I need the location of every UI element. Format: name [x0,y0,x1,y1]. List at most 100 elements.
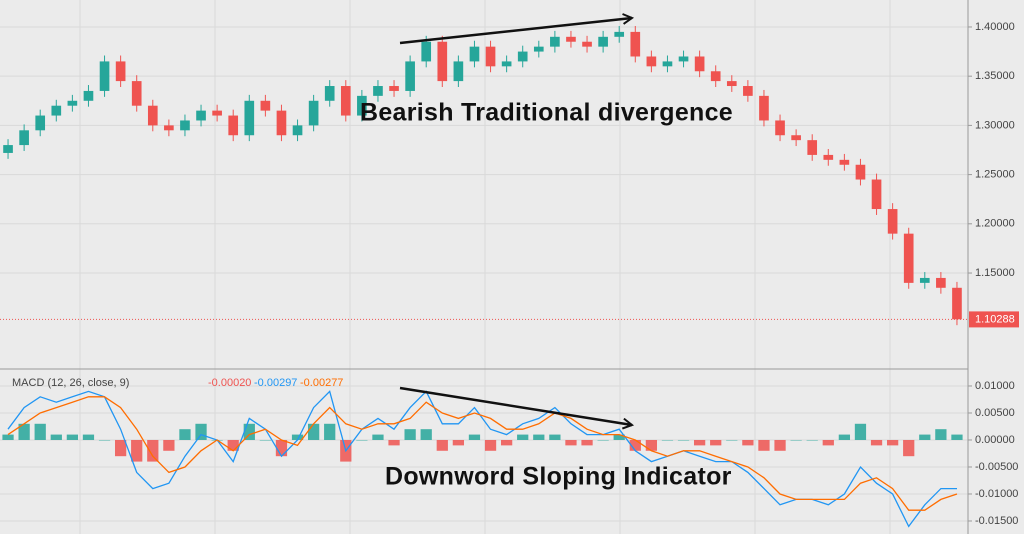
candle-body [292,125,303,136]
candle-body [582,41,592,47]
candle-body [308,100,319,126]
histogram-bar [677,439,690,441]
trend-arrow [399,18,632,45]
candle-body [807,140,818,155]
candle-body [919,277,930,283]
indicator-line [7,396,958,511]
histogram-bar [372,434,384,440]
histogram-bar [822,439,834,446]
candle-body [260,100,271,111]
candle-body [3,145,13,153]
histogram-bar [388,439,400,446]
histogram-bar [517,434,529,440]
histogram-bar [98,439,111,441]
histogram-bar [774,439,786,451]
histogram-bar [951,434,963,440]
histogram-bar [163,439,175,451]
candle-body [147,105,158,126]
candle-body [115,61,126,82]
histogram-bar [581,439,593,446]
candle-body [421,41,432,62]
candle-body [566,36,576,42]
histogram-bar [404,429,416,440]
histogram-bar [758,439,770,451]
candle-body [228,115,239,136]
candle-body [936,277,946,288]
candle-body [726,81,737,87]
y-tick-label: -0.01000 [975,488,1018,500]
trend-arrow [399,386,632,425]
histogram-bar [693,439,706,446]
histogram-bar [726,439,738,441]
histogram-bar [324,423,336,440]
histogram-bar [34,423,46,440]
candle-body [550,36,560,47]
histogram-bar [742,439,754,446]
histogram-bar [50,434,62,440]
candle-body [212,110,222,116]
candle-body [823,154,834,160]
last-price-badge [969,311,1019,328]
last-price-label: 1.10288 [975,313,1015,325]
y-tick-label: 0.00500 [975,407,1015,419]
candle-body [453,61,464,82]
histogram-bar [291,434,304,440]
candle-body [67,100,78,106]
histogram-bar [629,439,641,451]
candle-body [51,105,62,116]
histogram-bar [114,439,127,457]
histogram-bar [468,434,481,440]
y-tick-label: 1.20000 [975,218,1015,230]
histogram-bar [452,439,465,446]
candle-body [678,56,689,62]
candle-body [646,56,657,67]
candle-body [357,95,367,116]
histogram-bar [870,439,883,446]
candle-body [662,61,673,67]
candle-body [405,61,415,91]
histogram-bar [886,439,899,446]
histogram-bar [195,423,207,440]
candle-body [759,95,769,121]
candle-body [598,36,608,47]
annotation: Bearish Traditional divergence [360,99,733,127]
plot-layer [0,25,968,528]
histogram-bar [903,439,915,457]
histogram-bar [307,423,320,440]
histogram-bar [838,434,851,440]
histogram-bar [500,439,513,446]
legend-value: -0.00277 [300,377,343,389]
candle-body [533,46,544,52]
histogram-bar [82,434,95,440]
histogram-bar [661,439,674,441]
y-tick-label: -0.00500 [975,461,1018,473]
histogram-bar [919,434,931,440]
candle-body [131,81,142,106]
y-tick-label: 1.15000 [975,267,1015,279]
histogram-bar [806,439,818,441]
histogram-bar [533,434,545,440]
histogram-bar [854,423,867,440]
histogram-bar [147,439,159,462]
candle-body [517,51,528,62]
histogram-bar [179,429,191,440]
histogram-bar [790,439,802,441]
candle-body [501,61,512,67]
y-tick-label: 1.30000 [975,119,1015,131]
candle-body [839,159,850,165]
annotation: Downword Sloping Indicator [385,463,732,491]
histogram-bar [66,434,79,440]
histogram-bar [259,439,272,441]
legend-value: -0.00020 [208,377,251,389]
histogram-bar [243,423,255,440]
histogram-bar [484,439,497,451]
y-tick-label: 1.40000 [975,21,1015,33]
histogram-bar [565,439,577,446]
histogram-bar [935,429,947,440]
histogram-bar [613,434,625,440]
candle-body [164,125,174,131]
candle-body [775,120,785,136]
y-tick-label: 0.01000 [975,380,1015,392]
candle-body [614,31,625,37]
